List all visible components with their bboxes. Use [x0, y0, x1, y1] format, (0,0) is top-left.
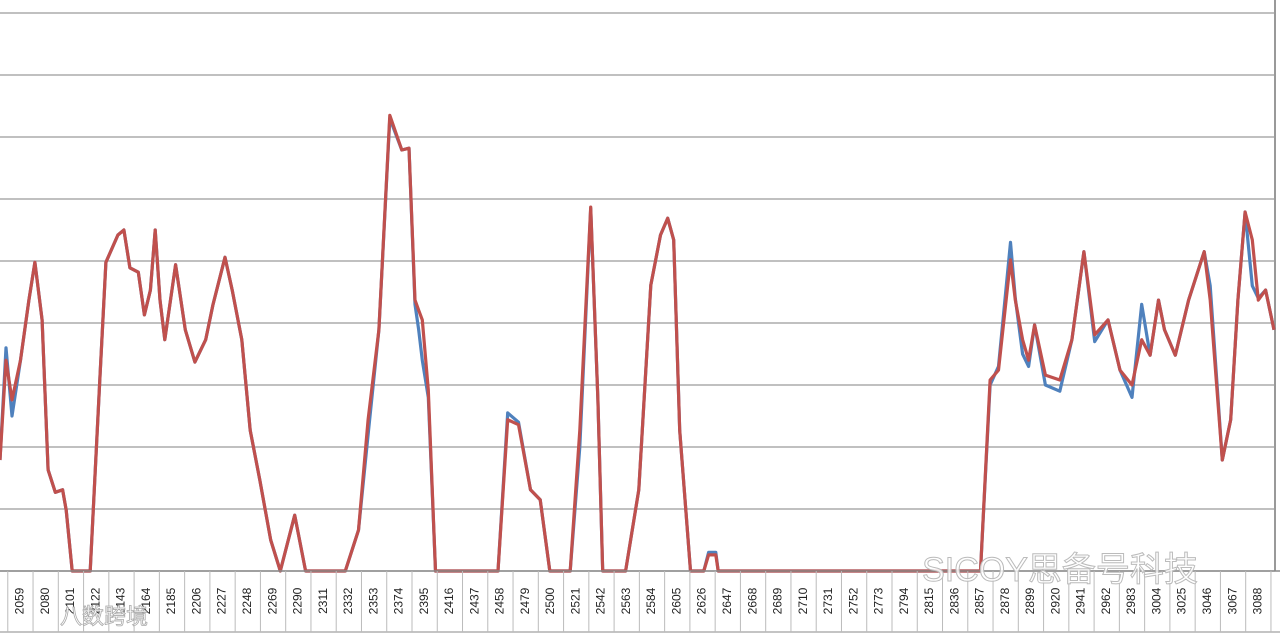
- x-tick-label: 2437: [467, 587, 481, 614]
- x-tick-label: 2857: [973, 587, 987, 614]
- x-tick-label: 2941: [1074, 587, 1088, 614]
- x-tick-label: 3046: [1200, 587, 1214, 614]
- x-tick-label: 2059: [13, 587, 27, 614]
- series-line: [0, 113, 1276, 573]
- x-tick-label: 3067: [1225, 587, 1239, 614]
- x-tick-label: 2668: [745, 587, 759, 614]
- x-tick-label: 2626: [695, 587, 709, 614]
- x-tick-label: 2143: [114, 587, 128, 614]
- x-tick-label: 2353: [366, 587, 380, 614]
- x-tick-label: 2227: [215, 587, 229, 614]
- x-tick-label: 3088: [1251, 587, 1265, 614]
- x-tick-label: 2584: [644, 587, 658, 614]
- lines: [0, 113, 1276, 573]
- x-tick-label: 2269: [265, 587, 279, 614]
- x-tick-label: 2479: [518, 587, 532, 614]
- x-tick-label: 2101: [63, 587, 77, 614]
- watermark: SICOY思备号科技: [922, 551, 1198, 589]
- x-tick-label: 2164: [139, 587, 153, 614]
- x-tick-label: 2290: [291, 587, 305, 614]
- x-tick-label: 3004: [1149, 587, 1163, 614]
- x-tick-label: 2563: [619, 587, 633, 614]
- x-tick-label: 2920: [1048, 587, 1062, 614]
- x-tick-label: 2710: [796, 587, 810, 614]
- x-tick-label: 2395: [417, 587, 431, 614]
- watermark: 八数跨境: [60, 604, 148, 629]
- x-tick-label: 2185: [164, 587, 178, 614]
- x-tick-label: 3025: [1175, 587, 1189, 614]
- x-tick-label: 2647: [720, 587, 734, 614]
- x-tick-label: 2878: [998, 587, 1012, 614]
- x-tick-label: 2500: [543, 587, 557, 614]
- x-tick-label: 2773: [872, 587, 886, 614]
- x-tick-label: 2899: [1023, 587, 1037, 614]
- x-tick-label: 2836: [947, 587, 961, 614]
- x-tick-label: 2248: [240, 587, 254, 614]
- x-tick-label: 2689: [771, 587, 785, 614]
- x-tick-label: 2458: [493, 587, 507, 614]
- x-tick-label: 2122: [88, 587, 102, 614]
- x-tick-label: 2521: [568, 587, 582, 614]
- x-tick-label: 2752: [846, 587, 860, 614]
- x-tick-label: 2311: [316, 588, 330, 614]
- x-tick-label: 2374: [392, 587, 406, 614]
- x-tick-label: 2080: [38, 587, 52, 614]
- x-tick-label: 2983: [1124, 587, 1138, 614]
- x-tick-label: 2416: [442, 587, 456, 614]
- x-tick-label: 2542: [594, 587, 608, 614]
- x-tick-label: 2962: [1099, 587, 1113, 614]
- x-ticks: 2038 2059 2080 2101 2122 2143 2164 2185 2206 2227…: [0, 571, 1272, 632]
- x-tick-label: 2605: [669, 587, 683, 614]
- x-tick-label: 2794: [897, 587, 911, 614]
- x-tick-label: 2815: [922, 587, 936, 614]
- x-tick-label: 2206: [189, 587, 203, 614]
- x-tick-label: 2038: [0, 587, 1, 614]
- x-tick-label: 2332: [341, 587, 355, 614]
- x-tick-label: 2731: [821, 587, 835, 614]
